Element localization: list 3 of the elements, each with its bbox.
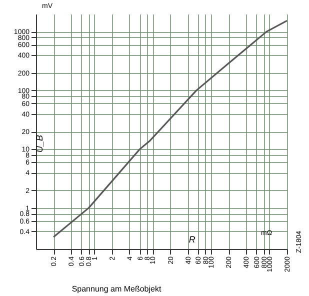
y-axis-title: U_B <box>34 134 44 153</box>
x-axis-title: R <box>188 234 196 244</box>
text: Spannung am Meßobjekt <box>72 284 162 294</box>
